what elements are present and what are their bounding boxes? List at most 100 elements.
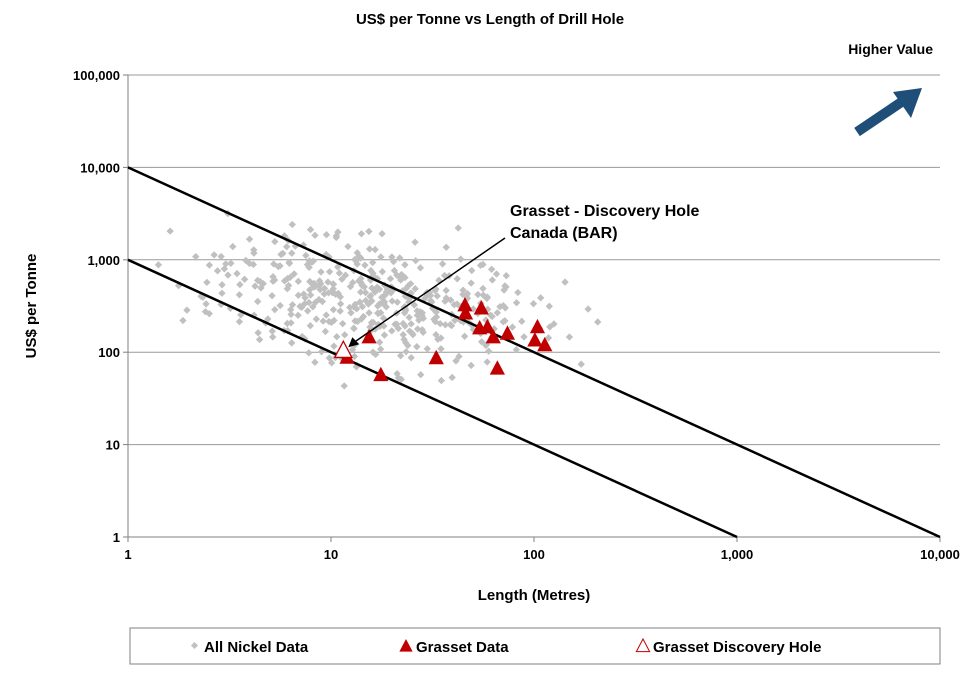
grasset-data-point [499, 325, 516, 340]
nickel-data-point [270, 276, 279, 284]
nickel-data-point [351, 300, 359, 309]
nickel-data-point [325, 268, 334, 276]
y-tick-label: 100,000 [73, 68, 120, 83]
nickel-data-point [357, 254, 365, 262]
nickel-data-point [205, 261, 214, 269]
nickel-data-point [301, 294, 309, 302]
nickel-data-point [253, 276, 262, 285]
nickel-data-point [249, 260, 258, 269]
y-tick-label: 10,000 [80, 160, 120, 175]
nickel-data-point [179, 316, 187, 325]
nickel-data-point [335, 269, 344, 277]
nickel-data-point [467, 279, 475, 287]
nickel-data-point [390, 266, 399, 275]
reference-line [127, 166, 941, 539]
nickel-data-point [316, 285, 324, 294]
annotation-arrow [350, 237, 506, 345]
nickel-data-point [306, 286, 314, 294]
nickel-data-point [154, 261, 163, 269]
nickel-data-point [350, 352, 359, 361]
nickel-data-point [285, 259, 294, 268]
nickel-data-point [338, 275, 346, 283]
nickel-data-point [309, 257, 317, 265]
nickel-data-point [405, 313, 413, 322]
nickel-data-point [405, 327, 414, 335]
nickel-data-point [407, 354, 415, 362]
nickel-data-point [447, 296, 455, 304]
nickel-data-point [341, 331, 349, 339]
all-nickel-data-series [154, 209, 602, 390]
nickel-data-point [366, 292, 374, 301]
nickel-data-point [482, 341, 490, 350]
nickel-data-point [520, 333, 528, 341]
nickel-data-point [361, 288, 370, 297]
nickel-data-point [306, 291, 315, 299]
nickel-data-point [436, 320, 444, 328]
annotation-line-2: Canada (BAR) [510, 225, 618, 242]
nickel-data-point [268, 292, 276, 300]
nickel-data-point [467, 361, 475, 370]
nickel-data-point [518, 317, 526, 326]
nickel-data-point [537, 294, 545, 302]
nickel-data-point [192, 252, 200, 261]
nickel-data-point [250, 249, 258, 257]
nickel-data-point [400, 309, 409, 317]
nickel-data-point [437, 345, 445, 353]
nickel-data-point [357, 315, 366, 323]
nickel-data-point [294, 291, 303, 299]
nickel-data-point [432, 313, 441, 321]
nickel-data-point [319, 317, 327, 325]
nickel-data-point [334, 289, 342, 298]
nickel-data-point [311, 231, 319, 239]
nickel-data-point [202, 300, 210, 308]
nickel-data-point [474, 290, 482, 299]
nickel-data-point [376, 322, 384, 330]
nickel-data-point [396, 352, 405, 360]
nickel-data-point [410, 301, 419, 309]
nickel-data-point [340, 382, 348, 390]
nickel-data-point [402, 339, 410, 347]
nickel-data-point [404, 281, 413, 290]
nickel-data-point [302, 251, 310, 260]
nickel-data-point [423, 345, 431, 353]
nickel-data-point [236, 280, 244, 289]
nickel-data-point [365, 245, 374, 253]
nickel-data-point [222, 260, 230, 268]
nickel-data-point [349, 278, 357, 287]
nickel-data-point [229, 242, 237, 251]
nickel-data-point [391, 320, 399, 328]
nickel-data-point [367, 266, 375, 275]
nickel-data-point [455, 352, 463, 361]
nickel-data-point [485, 347, 493, 355]
nickel-data-point [468, 266, 476, 275]
nickel-data-point [438, 260, 447, 268]
nickel-data-point [325, 317, 333, 326]
nickel-data-point [476, 261, 485, 270]
annotation-arrowhead [348, 337, 360, 348]
nickel-data-point [512, 345, 520, 354]
nickel-data-point [276, 262, 284, 270]
y-tick-label: 10 [106, 438, 120, 453]
nickel-data-point [305, 263, 313, 271]
nickel-data-point [318, 297, 327, 306]
nickel-data-point [388, 253, 396, 261]
nickel-data-point [483, 358, 491, 366]
nickel-data-point [369, 258, 377, 267]
nickel-data-point [479, 291, 488, 299]
nickel-data-point [451, 316, 459, 325]
nickel-data-point [401, 273, 409, 282]
nickel-data-point [312, 315, 321, 323]
nickel-data-point [529, 300, 538, 308]
nickel-data-point [401, 261, 409, 269]
y-tick-label: 1 [113, 530, 120, 545]
nickel-data-point [283, 274, 292, 283]
nickel-data-point [329, 285, 337, 293]
nickel-data-point [336, 300, 345, 308]
nickel-data-point [488, 276, 496, 284]
nickel-data-point [183, 306, 191, 314]
higher-value-arrow-head [893, 88, 922, 118]
nickel-data-point [303, 307, 312, 315]
nickel-data-point [330, 342, 338, 350]
grasset-data-point [457, 305, 474, 320]
grasset-discovery-point [333, 339, 353, 359]
